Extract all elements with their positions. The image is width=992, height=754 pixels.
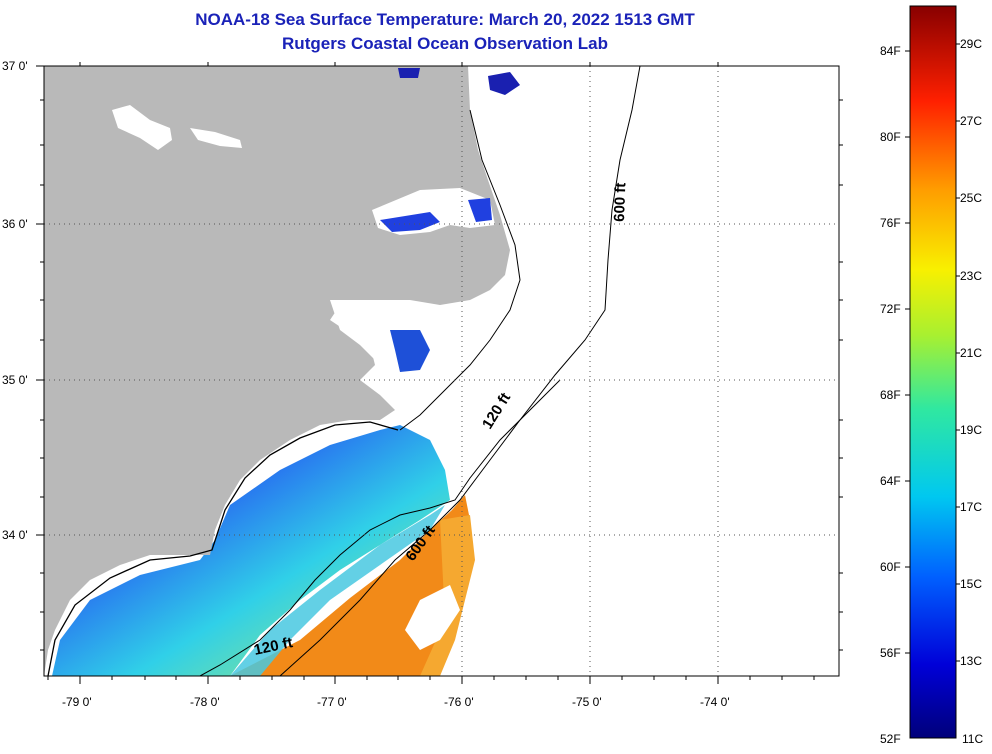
inland-lake — [112, 105, 172, 150]
outer-banks — [399, 109, 521, 431]
cbar-c-23: 23C — [960, 269, 982, 283]
pamlico-sound — [330, 300, 448, 400]
cbar-f-80: 80F — [880, 130, 901, 144]
cbar-f-76: 76F — [880, 216, 901, 230]
map-title: NOAA-18 Sea Surface Temperature: March 2… — [195, 10, 695, 29]
cbar-c-13: 13C — [960, 654, 982, 668]
lon-label-74: -74 0' — [700, 695, 730, 709]
cbar-c-15: 15C — [960, 577, 982, 591]
lat-lon-grid — [44, 66, 839, 676]
lat-label-36: 36 0' — [2, 217, 28, 231]
lat-label-37: 37 0' — [2, 59, 28, 73]
albemarle-blue-east — [468, 198, 492, 222]
lat-label-35: 35 0' — [2, 373, 28, 387]
map-border — [43, 65, 840, 677]
cbar-f-56: 56F — [880, 646, 901, 660]
lon-label-77: -77 0' — [317, 695, 347, 709]
cbar-c-11: 11C — [962, 732, 983, 746]
contour-label-600-north: 600 ft — [611, 182, 629, 222]
cbar-c-27: 27C — [960, 114, 982, 128]
cbar-c-25: 25C — [960, 191, 982, 205]
cold-patch-north — [488, 72, 520, 95]
contour-600ft — [279, 66, 641, 676]
cbar-f-84: 84F — [880, 44, 901, 58]
cbar-c-17: 17C — [960, 500, 982, 514]
sst-mid-band — [230, 505, 445, 676]
lon-label-75: -75 0' — [572, 695, 602, 709]
cold-patch-north-2 — [398, 68, 420, 78]
lat-label-34: 34 0' — [2, 528, 28, 542]
cbar-f-60: 60F — [880, 560, 901, 574]
map-subtitle: Rutgers Coastal Ocean Observation Lab — [282, 34, 608, 53]
cbar-c-19: 19C — [960, 423, 982, 437]
cbar-f-52: 52F — [880, 732, 901, 746]
albemarle-blue — [380, 212, 440, 232]
contour-120ft — [199, 379, 561, 676]
lon-label-78: -78 0' — [190, 695, 220, 709]
cbar-f-68: 68F — [880, 388, 901, 402]
lon-label-76: -76 0' — [444, 695, 474, 709]
cbar-c-21: 21C — [960, 346, 982, 360]
cbar-f-72: 72F — [880, 302, 901, 316]
cloud-gap — [405, 585, 460, 650]
cbar-f-64: 64F — [880, 474, 901, 488]
pamlico-blue — [390, 330, 430, 372]
inland-lake-2 — [190, 128, 242, 148]
lon-label-79: -79 0' — [62, 695, 92, 709]
coastline — [47, 421, 399, 676]
colorbar-ticks — [905, 43, 960, 662]
sst-cool-region — [52, 425, 450, 676]
cbar-c-29: 29C — [960, 37, 982, 51]
color-bar — [909, 5, 957, 739]
axis-ticks — [36, 62, 843, 684]
